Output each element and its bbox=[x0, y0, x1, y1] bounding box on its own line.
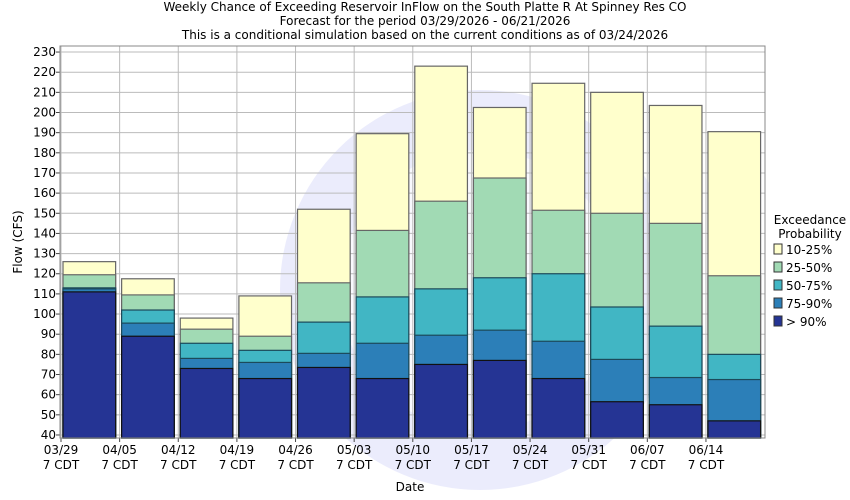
x-tick-sublabel: 7 CDT bbox=[160, 458, 197, 472]
legend-label: 25-50% bbox=[786, 261, 832, 275]
chart-title-line-2: Forecast for the period 03/29/2026 - 06/… bbox=[279, 14, 571, 28]
legend-title: Exceedance bbox=[774, 213, 846, 227]
x-tick-label: 03/29 bbox=[44, 443, 79, 457]
bar--90--04-26 bbox=[296, 366, 351, 439]
y-tick-label: 50 bbox=[41, 408, 56, 422]
x-tick-label: 05/17 bbox=[454, 443, 489, 457]
x-tick-label: 05/24 bbox=[513, 443, 548, 457]
y-tick-label: 100 bbox=[33, 307, 56, 321]
legend-label: 75-90% bbox=[786, 297, 832, 311]
y-tick-label: 180 bbox=[33, 146, 56, 160]
y-tick-label: 140 bbox=[33, 226, 56, 240]
y-tick-label: 170 bbox=[33, 166, 56, 180]
y-tick-label: 220 bbox=[33, 65, 56, 79]
x-tick-sublabel: 7 CDT bbox=[570, 458, 607, 472]
x-tick-sublabel: 7 CDT bbox=[688, 458, 725, 472]
x-tick-sublabel: 7 CDT bbox=[43, 458, 80, 472]
bar--90--05-03 bbox=[355, 377, 410, 439]
legend-label: 10-25% bbox=[786, 243, 832, 257]
plot-frame bbox=[59, 45, 766, 439]
legend-swatch bbox=[773, 315, 783, 327]
legend-swatch bbox=[773, 297, 783, 309]
x-tick-label: 04/05 bbox=[102, 443, 137, 457]
y-tick-label: 200 bbox=[33, 106, 56, 120]
bar--90--04-19 bbox=[238, 377, 293, 439]
x-tick-label: 05/31 bbox=[571, 443, 606, 457]
y-tick-label: 120 bbox=[33, 267, 56, 281]
bar--90--05-17 bbox=[472, 359, 527, 439]
bar--90--05-10 bbox=[414, 363, 469, 439]
legend-swatch bbox=[773, 279, 783, 291]
bar--90--06-07 bbox=[648, 404, 703, 439]
x-tick-sublabel: 7 CDT bbox=[219, 458, 256, 472]
legend-label: 50-75% bbox=[786, 279, 832, 293]
x-tick-label: 04/26 bbox=[278, 443, 313, 457]
x-tick-sublabel: 7 CDT bbox=[395, 458, 432, 472]
y-tick-label: 130 bbox=[33, 247, 56, 261]
x-tick-label: 04/12 bbox=[161, 443, 196, 457]
x-tick-label: 06/14 bbox=[689, 443, 724, 457]
x-tick-sublabel: 7 CDT bbox=[101, 458, 138, 472]
x-tick-sublabel: 7 CDT bbox=[512, 458, 549, 472]
y-tick-label: 90 bbox=[41, 327, 56, 341]
y-tick-label: 40 bbox=[41, 428, 56, 442]
x-tick-sublabel: 7 CDT bbox=[453, 458, 490, 472]
y-tick-label: 150 bbox=[33, 206, 56, 220]
bar--90--04-12 bbox=[179, 367, 234, 439]
legend-title: Probability bbox=[778, 227, 841, 241]
bar--90--03-29 bbox=[62, 291, 117, 439]
bar--90--06-14 bbox=[707, 420, 762, 439]
y-tick-label: 70 bbox=[41, 368, 56, 382]
y-tick-label: 60 bbox=[41, 388, 56, 402]
y-axis-label: Flow (CFS) bbox=[11, 210, 25, 273]
y-tick-label: 210 bbox=[33, 85, 56, 99]
x-tick-label: 05/03 bbox=[337, 443, 372, 457]
x-tick-sublabel: 7 CDT bbox=[277, 458, 314, 472]
x-tick-sublabel: 7 CDT bbox=[336, 458, 373, 472]
chart-title-line-1: Weekly Chance of Exceeding Reservoir InF… bbox=[163, 0, 687, 14]
x-tick-sublabel: 7 CDT bbox=[629, 458, 666, 472]
legend-label: > 90% bbox=[786, 315, 827, 329]
x-tick-label: 04/19 bbox=[220, 443, 255, 457]
y-tick-label: 230 bbox=[33, 45, 56, 59]
x-axis-label: Date bbox=[396, 480, 425, 494]
y-tick-label: 110 bbox=[33, 287, 56, 301]
legend-swatch bbox=[773, 261, 783, 273]
y-tick-label: 160 bbox=[33, 186, 56, 200]
x-tick-label: 06/07 bbox=[630, 443, 665, 457]
y-tick-label: 80 bbox=[41, 347, 56, 361]
legend-swatch bbox=[773, 243, 783, 255]
bar--90--05-24 bbox=[531, 377, 586, 439]
chart-title-line-3: This is a conditional simulation based o… bbox=[181, 28, 669, 42]
bar--90--04-05 bbox=[121, 335, 175, 439]
x-tick-label: 05/10 bbox=[395, 443, 430, 457]
y-tick-label: 190 bbox=[33, 126, 56, 140]
bar--90--05-31 bbox=[590, 401, 644, 439]
